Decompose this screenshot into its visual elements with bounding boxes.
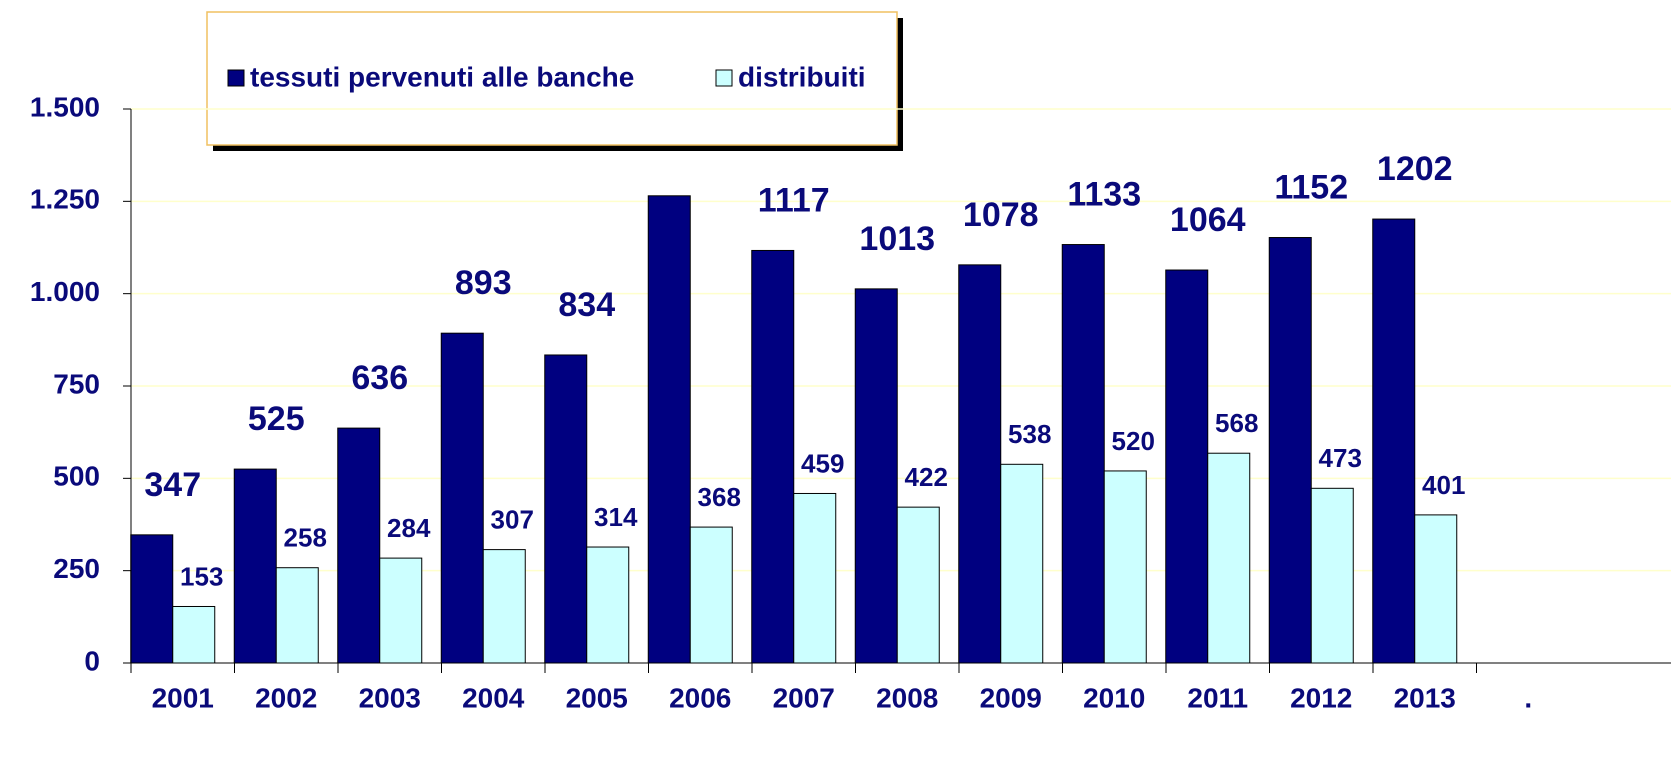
y-tick-label: 0 <box>84 645 100 676</box>
data-label: 368 <box>698 482 741 512</box>
data-label: 459 <box>801 448 844 478</box>
data-label: 347 <box>144 466 201 504</box>
bar <box>854 288 898 664</box>
legend-label: distribuiti <box>738 61 866 92</box>
bar <box>1165 269 1209 664</box>
bar <box>1103 470 1147 664</box>
bar <box>1268 237 1312 664</box>
x-tick-label: 2008 <box>876 682 938 713</box>
data-label: 1064 <box>1170 201 1246 239</box>
y-tick-label: 500 <box>53 461 100 492</box>
legend-swatch <box>227 69 245 87</box>
bar <box>337 427 381 664</box>
x-tick-label: 2012 <box>1290 682 1352 713</box>
y-tick-label: 750 <box>53 368 100 399</box>
bar <box>647 195 691 664</box>
legend-box <box>206 11 898 146</box>
data-label: 401 <box>1422 470 1465 500</box>
data-label: 1202 <box>1377 150 1453 188</box>
x-tick-label: 2002 <box>255 682 317 713</box>
x-tick-label: 2006 <box>669 682 731 713</box>
data-label: 1152 <box>1274 169 1348 207</box>
bar <box>130 534 174 664</box>
bar <box>379 557 423 664</box>
legend-swatch <box>715 69 733 87</box>
data-label: 1133 <box>1067 176 1141 214</box>
bar <box>689 526 733 664</box>
bar <box>586 546 630 664</box>
data-label: 153 <box>180 561 223 591</box>
x-tick-label: 2013 <box>1394 682 1456 713</box>
data-label: 893 <box>455 264 512 302</box>
bar <box>1061 244 1105 664</box>
data-label: 1078 <box>963 196 1039 234</box>
x-tick-label: . <box>1524 682 1532 713</box>
bar <box>544 354 588 664</box>
y-tick-label: 250 <box>53 553 100 584</box>
bar <box>233 468 277 664</box>
data-label: 284 <box>387 513 431 543</box>
y-tick-label: 1.250 <box>30 184 100 215</box>
bar <box>1414 514 1458 664</box>
data-label: 1117 <box>758 181 830 219</box>
x-tick-label: 2003 <box>359 682 421 713</box>
data-label: 538 <box>1008 419 1051 449</box>
x-tick-label: 2007 <box>773 682 835 713</box>
x-tick-label: 2011 <box>1187 682 1248 713</box>
data-label: 473 <box>1319 443 1362 473</box>
x-tick-label: 2009 <box>980 682 1042 713</box>
bar <box>751 249 795 664</box>
data-label: 834 <box>558 286 615 324</box>
bar <box>1000 463 1044 664</box>
bar <box>896 506 940 664</box>
bar <box>482 549 526 664</box>
data-label: 258 <box>284 523 327 553</box>
x-tick-label: 2010 <box>1083 682 1145 713</box>
data-label: 422 <box>905 462 948 492</box>
data-label: 520 <box>1112 426 1155 456</box>
data-label: 636 <box>351 359 408 397</box>
bar <box>275 567 319 664</box>
legend-label: tessuti pervenuti alle banche <box>250 61 634 92</box>
bar <box>793 492 837 664</box>
data-label: 314 <box>594 502 638 532</box>
x-tick-label: 2005 <box>566 682 628 713</box>
bar <box>1310 487 1354 664</box>
bar <box>958 264 1002 664</box>
data-label: 568 <box>1215 408 1258 438</box>
y-tick-label: 1.000 <box>30 276 100 307</box>
bar <box>440 332 484 664</box>
bar <box>172 605 216 664</box>
y-tick-label: 1.500 <box>30 91 100 122</box>
bar <box>1207 452 1251 664</box>
data-label: 1013 <box>859 220 935 258</box>
data-label: 307 <box>491 504 534 534</box>
bar <box>1372 218 1416 664</box>
data-label: 525 <box>248 400 305 438</box>
x-tick-label: 2004 <box>462 682 525 713</box>
x-tick-label: 2001 <box>152 682 214 713</box>
